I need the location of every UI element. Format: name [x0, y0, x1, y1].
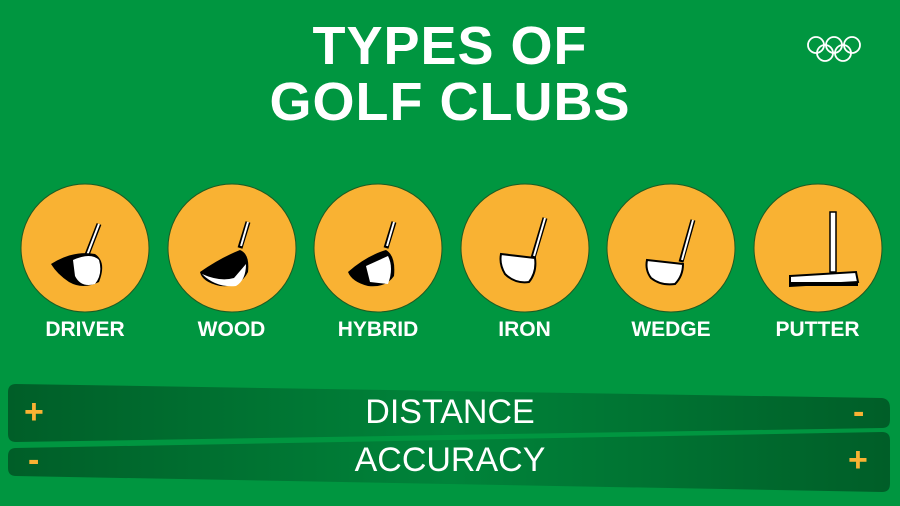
club-label: HYBRID	[337, 318, 419, 341]
driver-icon	[20, 183, 150, 313]
club-putter: PUTTER	[748, 182, 888, 342]
iron-icon	[460, 183, 589, 313]
club-label: DRIVER	[45, 318, 125, 341]
accuracy-minus-sign: -	[28, 441, 40, 479]
club-wedge: WEDGE	[601, 182, 741, 342]
club-label: IRON	[498, 318, 551, 341]
club-label: WEDGE	[631, 318, 711, 341]
putter-icon	[753, 183, 882, 313]
page-title: TYPES OF GOLF CLUBS	[269, 16, 631, 132]
distance-minus-sign: -	[853, 393, 865, 431]
accuracy-label: ACCURACY	[354, 441, 546, 479]
club-label: WOOD	[197, 318, 266, 341]
accuracy-bar	[8, 432, 890, 492]
club-driver: DRIVER	[15, 182, 155, 342]
club-hybrid: HYBRID	[308, 182, 448, 342]
wedge-icon	[606, 183, 736, 313]
distance-plus-sign: +	[24, 393, 44, 431]
olympic-rings-logo	[807, 36, 861, 62]
club-iron: IRON	[455, 182, 595, 342]
accuracy-plus-sign: +	[848, 441, 868, 479]
hybrid-icon	[313, 183, 443, 313]
club-label: PUTTER	[775, 318, 860, 341]
distance-label: DISTANCE	[365, 393, 535, 431]
club-wood: WOOD	[162, 182, 302, 342]
wood-icon	[167, 183, 296, 313]
distance-bar	[8, 384, 890, 442]
